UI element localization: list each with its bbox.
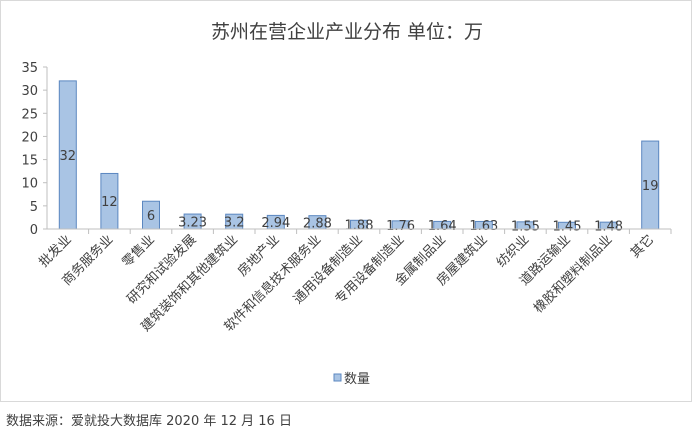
data-label: 1.76 [386,219,415,234]
data-label: 1.88 [345,219,374,234]
data-label: 1.45 [553,220,582,235]
data-label: 32 [60,149,77,164]
bar-labels: 32 12 6 3.23 3.2 2.94 2.88 1.88 1.76 1.64 1.63 1.55… [60,149,659,235]
data-label: 12 [101,195,118,210]
x-tick-label: 专用设备制造业 [332,232,408,308]
legend: 数量 [333,372,370,387]
x-tick-label: 研究和试验发展 [124,232,200,308]
data-label: 1.55 [511,219,540,234]
data-label: 2.94 [261,216,290,231]
y-tick-label: 5 [30,200,38,215]
y-axis: 0 5 10 15 20 25 30 35 [21,61,48,238]
x-tick-label: 批发业 [36,232,75,271]
source-note: 数据来源：爱就投大数据库 2020 年 12 月 16 日 [6,414,292,429]
x-tick-label: 零售业 [119,232,158,271]
data-label: 3.2 [224,216,245,231]
x-tick-label: 其它 [627,232,657,262]
x-tick-label: 通用设备制造业 [290,232,366,308]
legend-label: 数量 [344,372,370,387]
data-label: 1.63 [469,219,498,234]
x-tick-label: 橡胶和塑料制品业 [531,232,616,317]
chart-frame: 苏州在营企业产业分布 单位：万 0 5 10 15 20 25 30 35 32 12 6 3.23… [0,0,692,402]
y-tick-label: 20 [21,130,38,145]
y-tick-label: 15 [21,154,38,169]
y-tick-label: 30 [21,84,38,99]
y-tick-label: 35 [21,61,38,76]
data-label: 3.23 [178,216,207,231]
data-label: 1.64 [428,219,457,234]
y-tick-label: 10 [21,177,38,192]
y-tick-label: 25 [21,107,38,122]
bars [58,80,660,230]
data-label: 6 [147,209,155,224]
data-label: 2.88 [303,216,332,231]
data-label: 1.48 [594,220,623,235]
y-tick-label: 0 [30,223,38,238]
legend-swatch [333,373,342,382]
chart-title: 苏州在营企业产业分布 单位：万 [211,21,483,43]
data-label: 19 [642,179,659,194]
x-tick-label: 纺织业 [494,232,532,270]
